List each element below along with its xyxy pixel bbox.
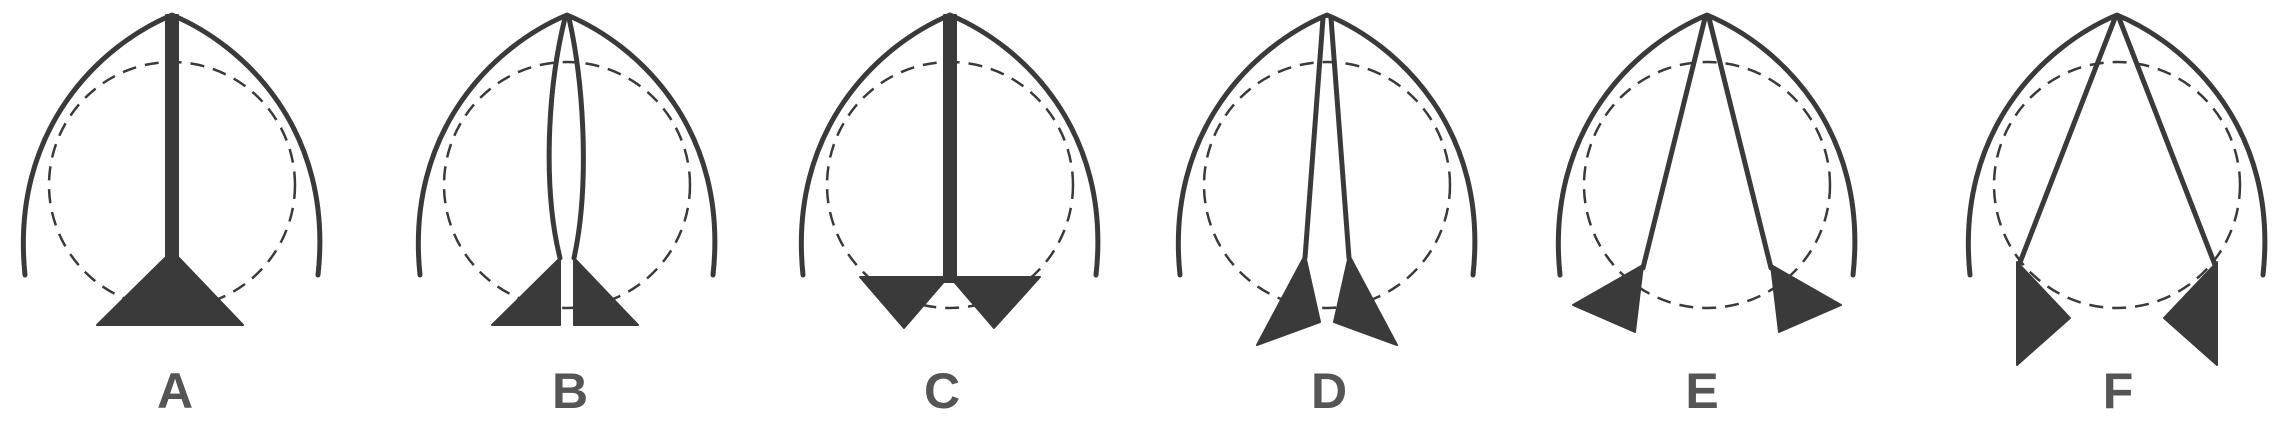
left-triangle	[860, 277, 948, 328]
left-triangle	[1573, 265, 1643, 332]
dashed-circle-guide	[444, 62, 690, 308]
right-triangle	[2164, 262, 2217, 365]
panel-label-f: F	[2103, 363, 2134, 419]
outer-arch	[1968, 15, 2265, 275]
panel-label-a: A	[157, 363, 193, 419]
panel-f: F	[1968, 15, 2265, 419]
right-triangle	[1334, 255, 1397, 345]
left-rod	[2019, 18, 2115, 265]
right-rod	[2119, 18, 2215, 265]
panel-label-d: D	[1311, 363, 1347, 419]
left-triangle	[2017, 262, 2070, 365]
panel-e: E	[1558, 15, 1855, 419]
left-triangle	[1257, 255, 1320, 345]
panel-label-c: C	[924, 363, 960, 419]
left-curved-rod	[549, 18, 565, 258]
right-triangle	[950, 277, 1040, 328]
left-rod	[1305, 18, 1323, 258]
panel-label-b: B	[552, 363, 588, 419]
left-triangle	[97, 258, 165, 325]
vertical-bar	[944, 15, 956, 282]
right-rod	[1709, 18, 1771, 268]
outer-arch	[1178, 15, 1475, 275]
dashed-circle-guide	[1204, 62, 1450, 308]
outer-arch	[1558, 15, 1855, 275]
panel-d: D	[1178, 15, 1475, 419]
right-rod	[1331, 18, 1349, 258]
right-triangle	[1771, 265, 1841, 332]
outer-arch	[418, 15, 715, 275]
left-triangle	[492, 258, 560, 325]
dashed-circle-guide	[1994, 62, 2240, 308]
panel-label-e: E	[1685, 363, 1718, 419]
right-curved-rod	[569, 18, 583, 258]
panel-a: A	[23, 15, 320, 419]
panel-c: C	[801, 15, 1098, 419]
left-rod	[1643, 18, 1705, 268]
dashed-circle-guide	[1584, 62, 1830, 308]
panel-b: B	[418, 15, 715, 419]
vertical-bar	[166, 15, 178, 325]
